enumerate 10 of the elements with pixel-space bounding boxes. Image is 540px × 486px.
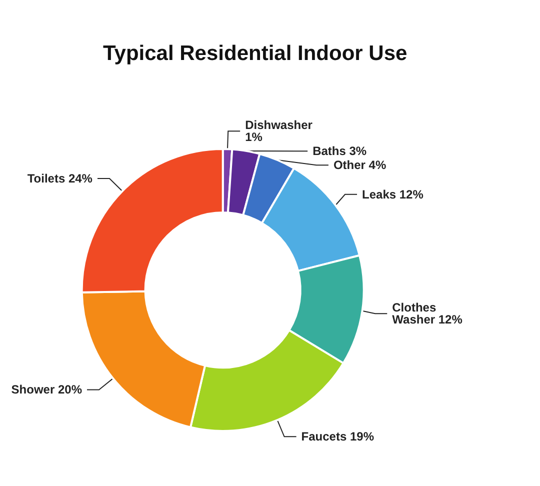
slice-label: Dishwasher [245,118,316,132]
slice-label: Leaks 12% [362,187,424,202]
slice-label: Clothes Washer 12% [392,300,463,327]
slice-label: Toilets 24% [27,172,93,186]
slice-label: Shower 20% [11,382,82,397]
slice-label: Faucets 19% [301,430,374,444]
slice-label: Other 4% [333,158,386,172]
data-label: 1% [245,130,263,144]
slice-label: Baths 3% [312,144,367,158]
chart-title: Typical Residential Indoor Use [103,42,408,65]
